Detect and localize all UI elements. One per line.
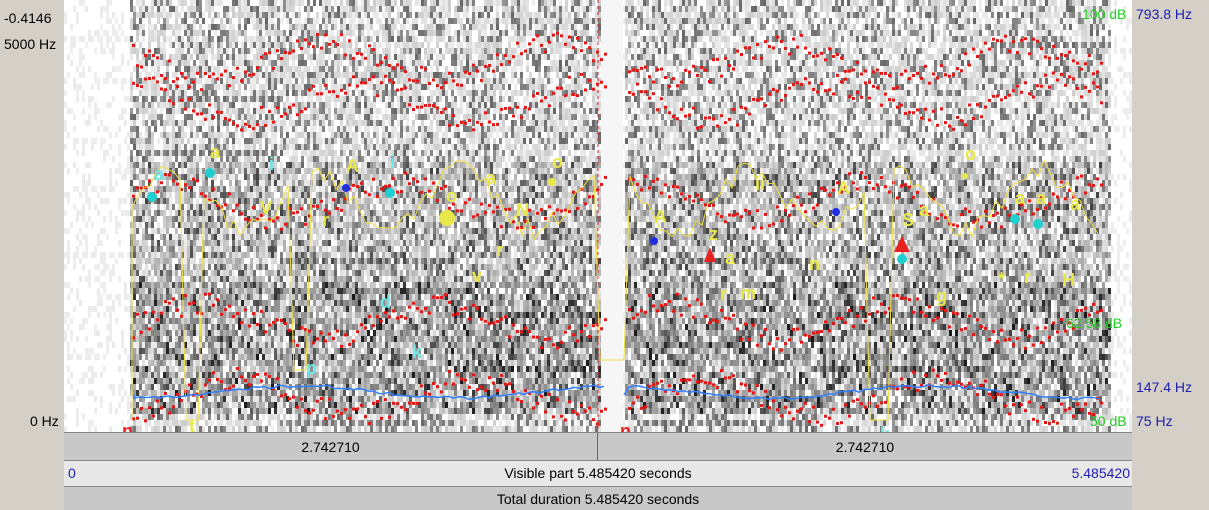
annotation-label: i [269,154,274,174]
frequency-bottom-label: 0 Hz [30,413,59,429]
visible-part-label: Visible part 5.485420 seconds [64,465,1132,481]
intensity-bottom-label: 50 dB [1090,413,1127,429]
silence-region [601,0,623,432]
pitch-bottom-label: 75 Hz [1136,413,1173,429]
annotation-label: n [809,254,820,274]
annotation-label: a [1036,188,1047,208]
annotation-label: r [322,210,329,230]
annotation-label: n [620,421,631,432]
annotation-label: a [725,248,736,268]
annotation-point [897,254,907,264]
annotation-label: N [516,200,529,220]
annotation-label: o [965,144,976,164]
pitch-top-label: 793.8 Hz [1136,6,1192,22]
annotation-label: * [998,269,1005,289]
annotation-point [548,178,556,186]
intensity-top-label: 100 dB [1082,6,1126,22]
annotation-label: t [189,416,195,432]
waveform-top-value: -0.4146 [4,10,51,26]
annotation-label: k [880,424,891,432]
annotation-label: a [1015,188,1026,208]
annotation-label: n [122,421,133,432]
annotation-label: i [390,152,395,172]
annotation-point [205,168,215,178]
annotation-label: A [837,178,850,198]
time-left-half[interactable]: 2.742710 [64,433,597,461]
time-selection-row[interactable]: 2.742710 2.742710 [64,432,1132,461]
annotation-label: a [919,200,930,220]
annotation-label: a [486,168,497,188]
annotation-label: A [654,207,667,227]
total-duration-label: Total duration 5.485420 seconds [64,491,1132,507]
annotation-label: H [1062,270,1075,290]
frequency-top-label: 5000 Hz [4,36,56,52]
intensity-mid-label: 62.58 dB [1066,315,1122,331]
annotation-point [1033,219,1043,229]
annotation-point [650,237,658,245]
annotation-label: g [936,286,947,306]
annotation-point [832,208,840,216]
annotation-label: o [552,152,563,172]
annotation-label: p [306,358,317,378]
annotation-label: a [154,164,165,184]
annotation-point [1010,214,1020,224]
annotation-label: V [260,198,272,218]
annotation-label: k [412,342,423,362]
time-right-half[interactable]: 2.742710 [598,433,1132,461]
annotation-point [147,192,157,202]
annotation-label: v [472,266,482,286]
annotation-label: d [380,292,391,312]
visible-part-row[interactable]: 0 Visible part 5.485420 seconds 5.485420 [64,460,1132,487]
annotation-label: z [709,224,718,244]
annotation-label: a [1070,194,1081,214]
annotation-label: a [210,142,221,162]
visible-end: 5.485420 [1072,465,1130,481]
annotation-label: S [902,210,914,230]
annotation-label: o [446,186,457,206]
annotation-label: r [1024,267,1031,287]
annotation-point [439,210,455,226]
annotation-point [962,173,968,179]
annotation-label: A [346,156,359,176]
annotation-label: r [720,284,727,304]
annotation-label: r [496,240,503,260]
total-duration-row[interactable]: Total duration 5.485420 seconds [64,486,1132,510]
annotation-point [342,184,350,192]
pitch-mid-label: 147.4 Hz [1136,379,1192,395]
annotation-point [385,188,395,198]
annotation-label: ii [755,174,765,194]
annotation-label: m [740,283,756,303]
